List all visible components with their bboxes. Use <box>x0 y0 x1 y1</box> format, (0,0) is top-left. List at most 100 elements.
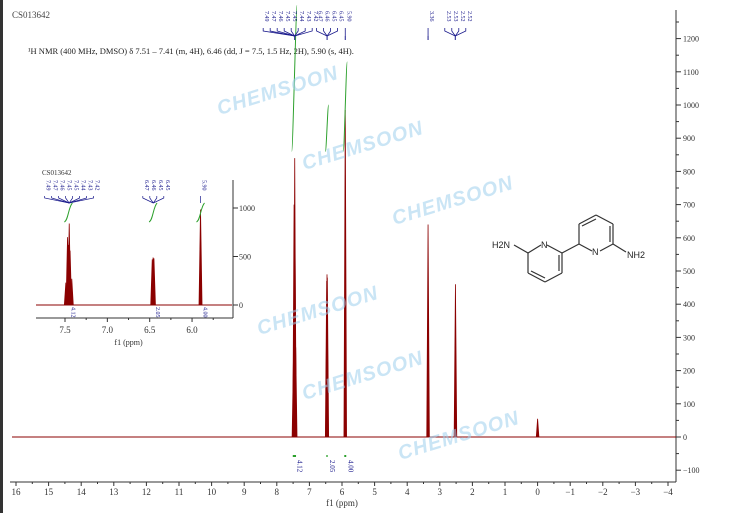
inset-peak-label: 7.46 <box>59 180 65 191</box>
peak-label-connector <box>455 28 467 37</box>
y-tick-label: 300 <box>683 333 695 342</box>
inset-integral-curve <box>196 202 205 223</box>
y-tick-label: 200 <box>683 367 695 376</box>
inset-integral-value: 4.00 <box>202 307 208 318</box>
inset-integral-curve <box>148 202 158 223</box>
x-tick-label: 6 <box>340 487 345 497</box>
integral-curve <box>291 4 298 152</box>
peak-label-connector <box>262 28 295 37</box>
peak-label-connector <box>290 28 296 37</box>
inset-peak-connector <box>51 196 70 204</box>
inset-peak-label: 7.44 <box>80 180 86 191</box>
x-tick-label: 0 <box>535 487 540 497</box>
x-tick-label: 3 <box>438 487 443 497</box>
peak-label: 6.45 <box>338 11 344 22</box>
inset-peak-connector <box>142 196 154 204</box>
x-tick-label: 9 <box>242 487 247 497</box>
spectrum-peak <box>426 224 430 438</box>
amine-label-left: H2N <box>492 240 510 250</box>
y-tick-label: 1200 <box>683 35 699 44</box>
inset-x-tick-label: 6.0 <box>186 325 198 335</box>
y-tick-label: 900 <box>683 134 695 143</box>
x-tick-label: 4 <box>405 487 410 497</box>
integral-value: 2.05 <box>328 460 336 473</box>
y-tick-label: 1000 <box>683 101 699 110</box>
integral-curve <box>342 61 348 152</box>
x-tick-label: 8 <box>275 487 280 497</box>
inset-peak-label: 6.45 <box>157 180 163 191</box>
x-tick-label: 7 <box>307 487 312 497</box>
inset-peak-label: 7.47 <box>52 180 58 191</box>
nmr-description: ¹H NMR (400 MHz, DMSO) δ 7.51 – 7.41 (m,… <box>28 46 354 56</box>
peak-label-connector <box>444 28 456 37</box>
peak-label-connector <box>283 28 295 37</box>
y-tick-label: 400 <box>683 300 695 309</box>
inset-peak-connector <box>153 196 158 204</box>
inset-peak-connector <box>69 196 94 204</box>
inset-integral-value: 4.12 <box>69 307 75 318</box>
integral-value: 4.00 <box>346 460 354 473</box>
inset-peak-connector <box>68 196 80 204</box>
inset-peak-connector <box>65 196 70 204</box>
inset-spectrum-peak <box>152 258 156 306</box>
inset-peak-connector <box>68 196 73 204</box>
amine-label-right: NH2 <box>627 250 645 260</box>
x-tick-label: 13 <box>109 487 119 497</box>
inset-label: CS013642 <box>42 169 72 177</box>
inset-x-tick-label: 6.5 <box>144 325 156 335</box>
peak-label-connector <box>323 28 328 37</box>
peak-label: 7.43 <box>305 11 311 22</box>
inset-integral-value: 2.05 <box>154 307 160 318</box>
inset-peak-label: 6.45 <box>164 180 170 191</box>
peak-label: 7.42 <box>312 11 318 22</box>
x-tick-label: −1 <box>565 487 575 497</box>
inset-peak-connector <box>44 196 70 204</box>
peak-label: 2.52 <box>466 11 472 22</box>
window-edge <box>0 0 3 513</box>
inset-x-tick-label: 7.0 <box>102 325 114 335</box>
integral-value: 4.12 <box>295 460 303 473</box>
inset-peak-connector <box>69 196 87 204</box>
x-tick-label: 14 <box>77 487 87 497</box>
integral-curve <box>324 104 330 152</box>
peak-label-connector <box>276 28 295 37</box>
ring-nitrogen-label: N <box>592 247 599 257</box>
peak-label-connector <box>454 28 460 37</box>
spectrum-peak <box>325 277 330 438</box>
x-tick-label: −2 <box>598 487 608 497</box>
inset-peak-label: 6.46 <box>150 180 156 191</box>
y-tick-label: 700 <box>683 201 695 210</box>
inset-peak-label: 6.47 <box>143 180 149 191</box>
molecule-structure: H2N N N NH2 <box>492 214 645 283</box>
peak-label-connector <box>326 28 338 37</box>
ring-nitrogen-label: N <box>541 240 548 250</box>
inset-x-axis-label: f1 (ppm) <box>114 338 143 347</box>
inset-integral-curve <box>64 202 73 223</box>
peak-label: 5.90 <box>345 11 351 22</box>
peak-label: 7.49 <box>263 11 269 22</box>
inset-peak-label: 7.49 <box>45 180 51 191</box>
peak-label-connector <box>326 28 331 37</box>
x-tick-label: 1 <box>503 487 508 497</box>
peak-label: 2.53 <box>445 11 451 22</box>
peak-label: 6.45 <box>331 11 337 22</box>
inset-peak-label: 7.42 <box>94 180 100 191</box>
inset-plot: 7.5 7.0 6.5 6.0 f1 (ppm) 0 500 1000 CS013642 4.12… <box>36 169 255 347</box>
peak-label: 2.53 <box>452 11 458 22</box>
y-tick-label: 1100 <box>683 68 699 77</box>
peak-label: 7.45 <box>291 11 297 22</box>
inset-spectrum-peak <box>198 209 203 306</box>
spectrum-peak <box>535 418 540 438</box>
y-tick-label: 0 <box>683 433 687 442</box>
x-tick-label: −4 <box>663 487 673 497</box>
x-tick-label: 10 <box>207 487 217 497</box>
inset-peak-label: 5.90 <box>201 180 207 191</box>
x-tick-label: −3 <box>631 487 641 497</box>
x-tick-label: 16 <box>12 487 22 497</box>
inset-peak-label: 7.45 <box>66 180 72 191</box>
peak-label: 7.46 <box>277 11 283 22</box>
peak-label: 7.47 <box>270 11 276 22</box>
inset-spectrum-peak <box>69 278 74 306</box>
y-tick-label: 800 <box>683 167 695 176</box>
